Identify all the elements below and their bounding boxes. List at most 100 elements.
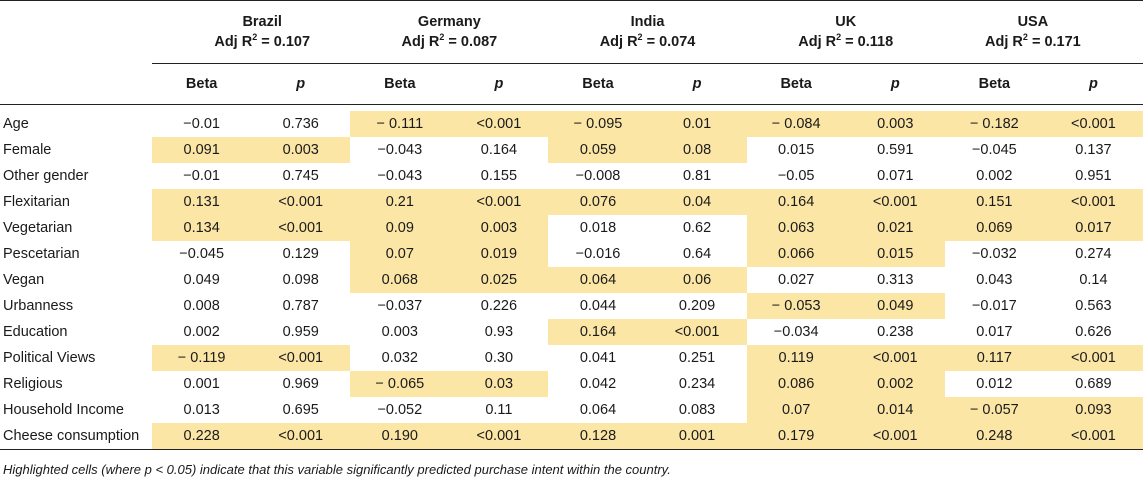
beta-cell: 0.044 bbox=[579, 298, 617, 314]
beta-cell: − 0.119 bbox=[152, 345, 252, 371]
p-cell: 0.969 bbox=[282, 376, 319, 392]
p-cell: 0.591 bbox=[877, 142, 914, 158]
beta-cell: 0.068 bbox=[350, 267, 450, 293]
p-cell: 0.04 bbox=[647, 189, 747, 215]
beta-cell: 0.049 bbox=[183, 272, 220, 288]
beta-cell: 0.064 bbox=[548, 267, 648, 293]
p-cell: 0.021 bbox=[845, 215, 945, 241]
p-cell: 0.014 bbox=[845, 397, 945, 423]
country-name: UK bbox=[835, 14, 857, 30]
p-cell: 0.003 bbox=[845, 111, 945, 137]
p-cell: 0.626 bbox=[1075, 324, 1112, 340]
p-cell: 0.30 bbox=[484, 350, 514, 366]
table-row: Age −0.01 0.736− 0.111 <0.001− 0.095 0.01− 0… bbox=[0, 111, 1143, 137]
beta-cell: 0.091 bbox=[152, 137, 252, 163]
p-cell: 0.11 bbox=[485, 402, 513, 418]
beta-header: Beta bbox=[384, 76, 416, 92]
beta-cell: −0.045 bbox=[971, 142, 1017, 158]
row-label: Pescetarian bbox=[3, 246, 80, 262]
beta-cell: −0.037 bbox=[377, 298, 423, 314]
beta-cell: 0.027 bbox=[778, 272, 815, 288]
p-cell: 0.002 bbox=[845, 371, 945, 397]
beta-cell: 0.012 bbox=[976, 376, 1013, 392]
row-label: Female bbox=[3, 142, 52, 158]
beta-cell: −0.01 bbox=[183, 168, 220, 184]
adj-r2-superscript: 2 bbox=[637, 32, 643, 42]
country-header-row: Brazil Adj R2 = 0.107 Germany Adj R2 = 0.08… bbox=[0, 0, 1143, 64]
country-header: Brazil Adj R2 = 0.107 bbox=[152, 0, 351, 64]
table-row: Political Views − 0.119 <0.001 0.032 0.30 0.0… bbox=[0, 345, 1143, 371]
row-label: Religious bbox=[3, 376, 63, 392]
row-label: Education bbox=[3, 324, 68, 340]
p-cell: <0.001 bbox=[845, 345, 945, 371]
adj-r2-superscript: 2 bbox=[836, 32, 842, 42]
p-cell: 0.62 bbox=[682, 220, 712, 236]
adj-r2-label: Adj R bbox=[401, 34, 440, 50]
p-cell: <0.001 bbox=[449, 111, 549, 137]
row-label: Other gender bbox=[3, 168, 89, 184]
p-header: p bbox=[692, 76, 702, 92]
country-name: USA bbox=[1017, 14, 1049, 30]
country-header: USA Adj R2 = 0.171 bbox=[944, 0, 1143, 64]
beta-cell: − 0.111 bbox=[350, 111, 450, 137]
p-cell: 0.81 bbox=[682, 168, 712, 184]
p-cell: <0.001 bbox=[449, 423, 549, 450]
adj-r2-value: = 0.087 bbox=[448, 34, 498, 50]
beta-cell: 0.042 bbox=[579, 376, 617, 392]
beta-cell: 0.063 bbox=[746, 215, 846, 241]
table-footnote: Highlighted cells (where p < 0.05) indic… bbox=[3, 462, 671, 477]
corner-cell bbox=[0, 0, 153, 64]
p-cell: <0.001 bbox=[251, 345, 351, 371]
p-cell: 0.951 bbox=[1075, 168, 1112, 184]
p-cell: 0.003 bbox=[449, 215, 549, 241]
beta-header: Beta bbox=[780, 76, 812, 92]
beta-cell: 0.131 bbox=[152, 189, 252, 215]
beta-cell: 0.017 bbox=[976, 324, 1013, 340]
beta-cell: 0.002 bbox=[183, 324, 220, 340]
p-cell: 0.238 bbox=[877, 324, 914, 340]
table-row: Female 0.091 0.003 −0.043 0.164 0.059 0.08 0.01… bbox=[0, 137, 1143, 163]
beta-cell: 0.248 bbox=[944, 423, 1044, 450]
beta-cell: 0.015 bbox=[778, 142, 815, 158]
beta-cell: 0.09 bbox=[350, 215, 450, 241]
table-row: Vegetarian 0.134 <0.001 0.09 0.003 0.018 0.62 0… bbox=[0, 215, 1143, 241]
p-cell: 0.155 bbox=[480, 168, 518, 184]
beta-cell: 0.21 bbox=[350, 189, 450, 215]
beta-header: Beta bbox=[582, 76, 614, 92]
p-cell: 0.003 bbox=[251, 137, 351, 163]
p-cell: 0.019 bbox=[449, 241, 549, 267]
p-cell: 0.274 bbox=[1075, 246, 1112, 262]
beta-cell: 0.228 bbox=[152, 423, 252, 450]
p-cell: 0.137 bbox=[1075, 142, 1112, 158]
beta-cell: 0.059 bbox=[548, 137, 648, 163]
beta-cell: 0.164 bbox=[746, 189, 846, 215]
p-cell: 0.226 bbox=[480, 298, 518, 314]
beta-cell: 0.119 bbox=[746, 345, 846, 371]
adj-r2-value: = 0.118 bbox=[845, 34, 894, 50]
beta-cell: −0.052 bbox=[377, 402, 423, 418]
beta-cell: −0.034 bbox=[773, 324, 819, 340]
p-header: p bbox=[296, 76, 306, 92]
beta-cell: 0.041 bbox=[579, 350, 617, 366]
p-cell: <0.001 bbox=[251, 423, 351, 450]
beta-cell: 0.164 bbox=[548, 319, 648, 345]
adj-r2-superscript: 2 bbox=[1022, 32, 1028, 42]
p-cell: 0.736 bbox=[282, 116, 319, 132]
beta-cell: 0.043 bbox=[976, 272, 1013, 288]
adj-r2-label: Adj R bbox=[214, 34, 253, 50]
p-cell: 0.164 bbox=[480, 142, 518, 158]
regression-table: Brazil Adj R2 = 0.107 Germany Adj R2 = 0.08… bbox=[0, 0, 1143, 450]
beta-cell: −0.008 bbox=[575, 168, 621, 184]
beta-cell: −0.01 bbox=[183, 116, 220, 132]
table-row: Cheese consumption 0.228 <0.001 0.190 <0.001… bbox=[0, 423, 1143, 450]
beta-cell: − 0.182 bbox=[944, 111, 1044, 137]
beta-cell: −0.045 bbox=[179, 246, 225, 262]
beta-cell: 0.134 bbox=[152, 215, 252, 241]
adj-r2: Adj R2 = 0.107 bbox=[174, 32, 350, 52]
beta-cell: 0.003 bbox=[381, 324, 418, 340]
adj-r2: Adj R2 = 0.087 bbox=[350, 32, 548, 52]
p-cell: <0.001 bbox=[1043, 189, 1143, 215]
p-cell: 0.049 bbox=[845, 293, 945, 319]
p-cell: 0.745 bbox=[282, 168, 319, 184]
row-label: Flexitarian bbox=[3, 194, 70, 210]
